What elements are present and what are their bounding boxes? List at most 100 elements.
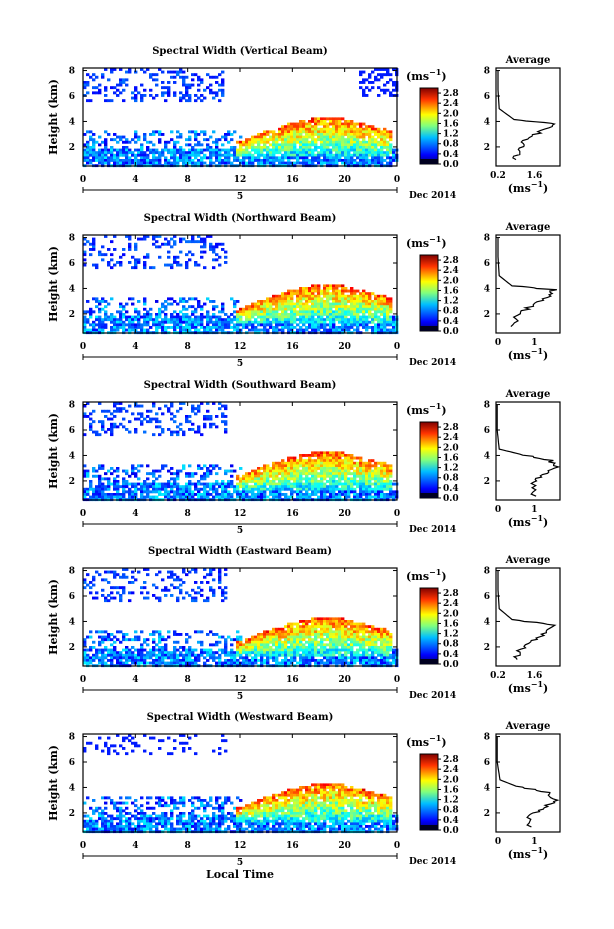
avg-x-unit-close: ) <box>543 516 548 529</box>
avg-x-unit-sup: −1 <box>531 513 543 523</box>
colorbar <box>419 254 439 332</box>
colorbar-tick-label: 0.8 <box>443 474 459 484</box>
date-day-label: 5 <box>237 359 243 369</box>
avg-profile-line <box>497 570 557 660</box>
x-tick-label: 12 <box>234 509 247 519</box>
colorbar-tick-label: 2.0 <box>443 276 459 286</box>
colorbar-unit-sup: −1 <box>429 401 441 411</box>
colorbar-tick-label: 0.4 <box>443 816 459 826</box>
x-tick-label: 0 <box>394 841 400 851</box>
x-tick-label: 12 <box>234 675 247 685</box>
x-tick-label: 20 <box>338 342 351 352</box>
colorbar-unit-sup: −1 <box>429 733 441 743</box>
avg-x-unit-sup: −1 <box>531 679 543 689</box>
avg-x-tick-label: 1.6 <box>527 671 543 681</box>
colorbar <box>419 753 439 831</box>
y-axis-label: Height (km) <box>47 579 60 655</box>
y-tick-label: 6 <box>69 426 75 436</box>
colorbar-unit-close: ) <box>441 570 446 583</box>
colorbar-tick-label: 0.8 <box>443 140 459 150</box>
colorbar-tick-label: 2.4 <box>443 599 459 609</box>
date-label: Dec 2014 <box>409 191 456 201</box>
colorbar-unit-close: ) <box>441 70 446 83</box>
colorbar-unit-close: ) <box>441 237 446 250</box>
x-tick-label: 4 <box>132 675 138 685</box>
avg-title: Average <box>505 389 551 400</box>
date-day-label: 5 <box>237 858 243 868</box>
avg-y-tick-label: 2 <box>484 477 490 487</box>
x-tick-label: 4 <box>132 509 138 519</box>
avg-x-tick-label: 1 <box>531 837 537 847</box>
x-tick-label: 4 <box>132 175 138 185</box>
avg-profile-line <box>497 70 556 161</box>
x-tick-label: 12 <box>234 175 247 185</box>
colorbar-tick-label: 0.4 <box>443 150 459 160</box>
x-tick-label: 4 <box>132 342 138 352</box>
y-axis-label: Height (km) <box>47 745 60 821</box>
colorbar <box>419 421 439 499</box>
avg-x-unit: (ms−1) <box>508 513 549 529</box>
y-tick-label: 8 <box>69 401 75 411</box>
colorbar-tick-label: 0.4 <box>443 484 459 494</box>
x-tick-label: 16 <box>286 841 299 851</box>
avg-x-tick-label: 0 <box>495 837 501 847</box>
avg-frame <box>495 401 561 501</box>
colorbar-unit: (ms−1) <box>406 234 447 250</box>
colorbar-tick-label: 2.8 <box>443 755 459 765</box>
avg-y-tick-label: 8 <box>484 567 490 577</box>
avg-y-tick-label: 4 <box>484 284 490 294</box>
colorbar-tick-label: 2.4 <box>443 765 459 775</box>
chart-title: Spectral Width (Southward Beam) <box>144 380 337 391</box>
colorbar-base <box>420 659 438 664</box>
colorbar-tick-label: 2.4 <box>443 99 459 109</box>
avg-x-tick-label: 0 <box>495 505 501 515</box>
colorbar-base <box>420 825 438 830</box>
y-axis-label: Height (km) <box>47 413 60 489</box>
colorbar-tick-label: 0.8 <box>443 640 459 650</box>
avg-y-tick-label: 6 <box>484 426 490 436</box>
avg-title: Average <box>505 721 551 732</box>
x-tick-label: 16 <box>286 342 299 352</box>
x-tick-label: 12 <box>234 342 247 352</box>
colorbar-tick-label: 1.2 <box>443 130 459 140</box>
x-tick-label: 0 <box>80 841 86 851</box>
colorbar-tick-label: 2.0 <box>443 775 459 785</box>
colorbar-tick-label: 1.2 <box>443 464 459 474</box>
y-tick-label: 4 <box>69 451 75 461</box>
avg-y-tick-label: 8 <box>484 234 490 244</box>
avg-x-unit-close: ) <box>543 182 548 195</box>
colorbar-tick-label: 2.0 <box>443 609 459 619</box>
avg-x-unit-sup: −1 <box>531 179 543 189</box>
colorbar-tick-label: 2.8 <box>443 423 459 433</box>
x-tick-label: 16 <box>286 175 299 185</box>
x-tick-label: 20 <box>338 509 351 519</box>
colorbar-tick-label: 1.6 <box>443 785 459 795</box>
colorbar-unit: (ms−1) <box>406 567 447 583</box>
x-tick-label: 8 <box>185 175 191 185</box>
colorbar-tick-label: 1.2 <box>443 297 459 307</box>
date-day-label: 5 <box>237 692 243 702</box>
y-tick-label: 2 <box>69 809 75 819</box>
x-tick-label: 16 <box>286 675 299 685</box>
y-tick-label: 2 <box>69 143 75 153</box>
colorbar-tick-label: 1.6 <box>443 119 459 129</box>
avg-y-tick-label: 2 <box>484 809 490 819</box>
avg-x-tick-label: 1.6 <box>527 171 543 181</box>
avg-x-tick-label: 1 <box>531 338 537 348</box>
avg-y-tick-label: 8 <box>484 67 490 77</box>
chart-title: Spectral Width (Northward Beam) <box>144 213 337 224</box>
y-axis-label: Height (km) <box>47 246 60 322</box>
avg-x-tick-label: 0.2 <box>490 671 506 681</box>
colorbar-tick-label: 0.0 <box>443 660 459 670</box>
colorbar-tick-label: 2.4 <box>443 266 459 276</box>
panel-3: Spectral Width (Eastward Beam) 2 4 6 8 0 4 8 12 1… <box>47 546 561 702</box>
date-day-label: 5 <box>237 192 243 202</box>
x-tick-label: 0 <box>80 175 86 185</box>
colorbar-unit-close: ) <box>441 404 446 417</box>
y-tick-label: 8 <box>69 733 75 743</box>
date-label: Dec 2014 <box>409 525 456 535</box>
x-tick-label: 16 <box>286 509 299 519</box>
avg-y-tick-label: 4 <box>484 117 490 127</box>
